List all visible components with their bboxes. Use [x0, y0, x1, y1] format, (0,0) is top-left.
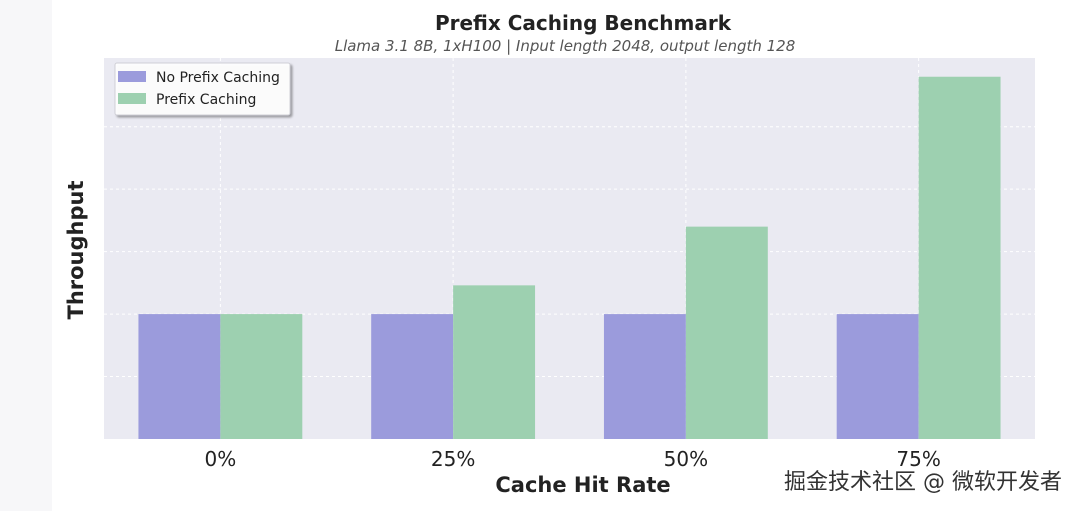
bar-no-prefix-caching-50pct [603, 314, 686, 439]
bars-group [138, 76, 1001, 439]
x-tick-label: 0% [205, 447, 237, 471]
legend-label-no-prefix-caching: No Prefix Caching [156, 70, 280, 86]
bar-prefix-caching-75pct [918, 76, 1001, 439]
legend-label-prefix-caching: Prefix Caching [156, 92, 256, 108]
chart-subtitle: Llama 3.1 8B, 1xH100 | Input length 2048… [335, 37, 796, 55]
bar-prefix-caching-50pct [685, 226, 768, 439]
legend: No Prefix Caching Prefix Caching [114, 62, 291, 116]
y-axis-label: Throughput [64, 180, 88, 319]
chart-title: Prefix Caching Benchmark [435, 11, 732, 35]
bar-no-prefix-caching-75pct [836, 314, 919, 439]
legend-swatch-prefix-caching [118, 93, 146, 104]
bar-prefix-caching-25pct [453, 285, 536, 439]
bar-no-prefix-caching-0pct [138, 314, 221, 439]
legend-box [114, 62, 291, 116]
bar-no-prefix-caching-25pct [371, 314, 454, 439]
left-margin-strip [0, 0, 52, 511]
x-tick-label: 75% [896, 447, 940, 471]
watermark-text: 掘金技术社区 @ 微软开发者 [784, 470, 1062, 495]
x-axis-label: Cache Hit Rate [495, 473, 670, 497]
legend-swatch-no-prefix-caching [118, 71, 146, 82]
bar-prefix-caching-0pct [220, 314, 303, 439]
x-tick-labels: 0% 25% 50% 75% [205, 447, 941, 471]
x-tick-label: 50% [664, 447, 708, 471]
x-tick-label: 25% [431, 447, 475, 471]
